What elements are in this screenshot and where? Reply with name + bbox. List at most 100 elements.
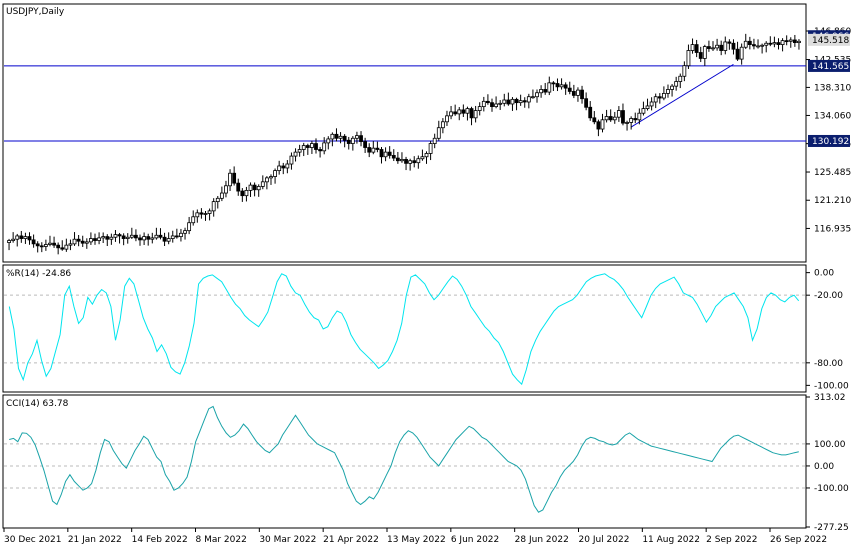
candle-body xyxy=(64,244,69,250)
candle-body xyxy=(129,234,134,238)
trend-line xyxy=(630,63,734,128)
candle-body xyxy=(314,143,318,150)
candle-body xyxy=(211,201,216,212)
price-tick-label: 121.210 xyxy=(814,196,851,206)
candle-body xyxy=(158,234,163,238)
candle-body xyxy=(281,165,286,169)
x-tick-label: 11 Aug 2022 xyxy=(642,535,700,545)
candle-body xyxy=(502,99,507,104)
candle-body xyxy=(207,210,212,214)
wr-tick-label: -20.00 xyxy=(814,291,843,301)
candle-body xyxy=(764,42,769,46)
candle-body xyxy=(449,111,453,117)
candle-body xyxy=(756,45,760,48)
candle-body xyxy=(174,235,179,238)
candle-body xyxy=(109,236,114,240)
candle-body xyxy=(776,42,781,45)
candle-body xyxy=(772,42,777,45)
candle-body xyxy=(666,89,670,94)
candle-body xyxy=(379,149,384,158)
candle-body xyxy=(146,236,151,240)
candle-body xyxy=(768,42,773,45)
candle-body xyxy=(711,47,715,50)
candle-body xyxy=(203,213,208,215)
candle-body xyxy=(461,109,466,114)
candle-body xyxy=(563,84,568,89)
candle-body xyxy=(719,44,724,51)
candle-body xyxy=(72,238,77,245)
candle-body xyxy=(195,212,200,218)
x-tick-label: 21 Apr 2022 xyxy=(323,535,379,545)
candle-body xyxy=(674,81,679,87)
candle-body xyxy=(224,185,228,194)
cci-tick-label: -100.00 xyxy=(814,484,849,494)
williams-r-panel: 0.00 -20.00 -80.00 -100.00 xyxy=(4,269,849,391)
candle-body xyxy=(183,230,187,234)
candle-body xyxy=(481,100,486,108)
candle-body xyxy=(19,235,24,239)
candle-body xyxy=(150,237,155,240)
candle-body xyxy=(731,42,736,50)
candle-body xyxy=(747,40,752,45)
candle-body xyxy=(240,190,245,197)
candle-body xyxy=(84,241,89,244)
candle-body xyxy=(301,145,306,150)
candle-body xyxy=(76,238,81,242)
candle-body xyxy=(416,158,421,164)
candle-body xyxy=(277,165,282,172)
wr-series-line xyxy=(8,273,800,386)
price-tag-label: 145.518 xyxy=(812,36,849,46)
candle-body xyxy=(93,238,97,241)
candle-body xyxy=(285,163,290,169)
candle-body xyxy=(584,98,589,108)
candle-body xyxy=(170,235,175,239)
candle-body xyxy=(56,244,61,249)
candle-body xyxy=(641,108,646,114)
candle-body xyxy=(273,170,277,177)
candle-body xyxy=(555,83,560,88)
x-tick-label: 20 Jul 2022 xyxy=(579,535,630,545)
candle-body xyxy=(477,106,482,111)
candle-body xyxy=(616,110,621,118)
candle-body xyxy=(702,46,707,59)
candle-body xyxy=(576,89,580,96)
candle-body xyxy=(252,184,257,191)
candle-body xyxy=(359,135,363,142)
candle-body xyxy=(760,44,765,47)
candle-body xyxy=(494,103,498,108)
candle-body xyxy=(355,135,359,139)
candle-body xyxy=(338,135,343,139)
candle-body xyxy=(543,89,548,93)
candle-body xyxy=(522,100,527,103)
candle-body xyxy=(105,236,110,240)
candle-body xyxy=(330,133,335,140)
candle-body xyxy=(535,92,539,98)
candle-body xyxy=(371,147,376,153)
candle-body xyxy=(465,108,470,114)
candle-body xyxy=(510,98,515,105)
candle-body xyxy=(228,172,232,187)
cci-series-line xyxy=(9,405,799,513)
candle-body xyxy=(39,245,44,248)
candle-body xyxy=(518,100,523,104)
candle-body xyxy=(346,139,351,144)
price-tag-label: 130.192 xyxy=(812,137,849,147)
price-tag-label: 141.565 xyxy=(812,62,849,72)
candle-body xyxy=(269,176,273,179)
candle-body xyxy=(52,242,56,246)
candle-body xyxy=(326,138,331,144)
candle-body xyxy=(559,84,564,88)
candle-body xyxy=(215,197,220,203)
candle-body xyxy=(23,236,28,239)
candle-body xyxy=(334,133,339,139)
candle-body xyxy=(649,101,654,107)
candle-body xyxy=(350,137,355,144)
price-tick-label: 138.310 xyxy=(814,83,851,93)
candle-body xyxy=(166,238,171,242)
candle-body xyxy=(15,235,20,240)
candle-body xyxy=(387,151,392,156)
price-tag-box xyxy=(808,33,850,46)
candle-body xyxy=(490,102,494,108)
candle-body xyxy=(187,222,192,232)
